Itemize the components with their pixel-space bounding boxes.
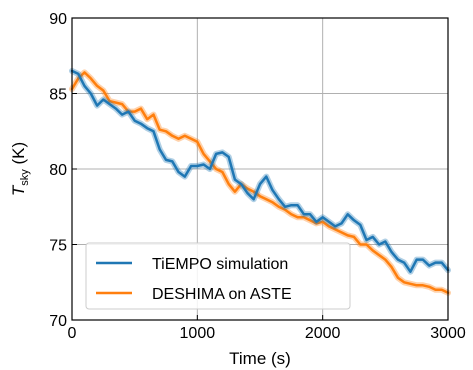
legend: TiEMPO simulation DESHIMA on ASTE [85, 242, 351, 310]
y-axis-label: Tsky (K) [9, 142, 31, 196]
y-tick-label: 85 [49, 87, 67, 104]
legend-label-deshima: DESHIMA on ASTE [152, 286, 292, 303]
y-tick-label: 70 [49, 313, 67, 330]
x-tick-label: 1000 [180, 325, 216, 342]
x-tick-label: 2000 [305, 325, 341, 342]
x-tick-label: 0 [68, 325, 77, 342]
x-tick-label: 3000 [430, 325, 466, 342]
series-line-tiempo [70, 69, 450, 273]
y-axis-label-unit: (K) [9, 142, 28, 169]
y-tick-label: 80 [49, 162, 67, 179]
y-axis-label-main: T [9, 184, 28, 196]
y-tick-label: 75 [49, 238, 67, 255]
x-axis-label: Time (s) [229, 349, 291, 368]
legend-box [85, 242, 351, 310]
axis-ticks: 0 1000 2000 3000 70 75 80 85 90 [49, 11, 466, 342]
y-tick-label: 90 [49, 11, 67, 28]
series-layer [69, 67, 451, 296]
legend-label-tiempo: TiEMPO simulation [152, 256, 288, 273]
series-line-deshima [70, 71, 450, 295]
y-axis-label-subscript: sky [19, 169, 31, 186]
